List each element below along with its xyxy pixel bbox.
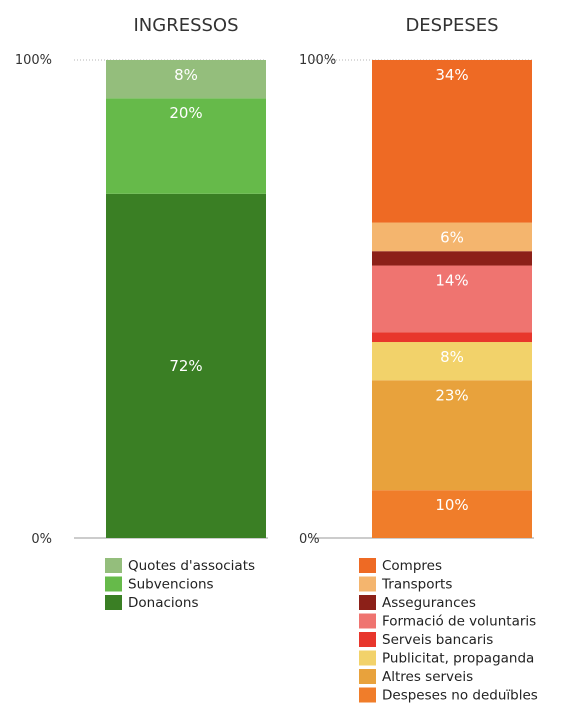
legend-swatch-publicitat-propaganda	[359, 650, 376, 666]
bar-segment-subvencions	[106, 98, 266, 194]
data-label-compres: 34%	[435, 66, 468, 84]
bar-segment-despeses-no-deduibles	[372, 490, 532, 538]
data-label-altres-serveis: 23%	[435, 386, 468, 404]
y-tick-0: 0%	[31, 532, 52, 547]
legend-swatch-quotes-d-associats	[105, 558, 122, 573]
legend-swatch-altres-serveis	[359, 669, 376, 684]
legend-swatch-assegurances	[359, 595, 376, 610]
data-label-formacio-de-voluntaris: 14%	[435, 272, 468, 290]
legend-label-publicitat-propaganda: Publicitat, propaganda	[382, 651, 534, 667]
data-label-transports: 6%	[440, 229, 464, 247]
legend-label-assegurances: Assegurances	[382, 595, 476, 611]
bar-segment-compres	[372, 60, 532, 223]
data-label-quotes-d-associats: 8%	[174, 66, 198, 84]
legend-label-despeses-no-deduibles: Despeses no deduïbles	[382, 688, 538, 704]
legend-swatch-formacio-de-voluntaris	[359, 613, 376, 629]
legend-label-formacio-de-voluntaris: Formació de voluntaris	[382, 614, 536, 630]
legend-label-quotes-d-associats: Quotes d'associats	[128, 558, 255, 574]
legend-label-donacions: Donacions	[128, 595, 199, 611]
data-label-despeses-no-deduibles: 10%	[435, 496, 468, 514]
legend-label-serveis-bancaris: Serveis bancaris	[382, 632, 493, 648]
legend-label-compres: Compres	[382, 558, 442, 574]
legend-label-altres-serveis: Altres serveis	[382, 669, 473, 685]
bar-segment-assegurances	[372, 251, 532, 266]
y-tick-0: 0%	[299, 532, 320, 547]
legend-swatch-compres	[359, 558, 376, 573]
chart-title-ingressos: INGRESSOS	[133, 15, 238, 36]
bar-segment-quotes-d-associats	[106, 60, 266, 99]
legend-swatch-subvencions	[105, 576, 122, 592]
bar-segment-formacio-de-voluntaris	[372, 265, 532, 333]
bar-segment-transports	[372, 222, 532, 252]
bar-segment-donacions	[106, 193, 266, 538]
legend-label-subvencions: Subvencions	[128, 577, 214, 593]
bar-segment-serveis-bancaris	[372, 332, 532, 343]
ingressos-panel: INGRESSOS 100% 0% 72% 20% 8% Quotes d'associa…	[15, 15, 268, 611]
legend-swatch-despeses-no-deduibles	[359, 687, 376, 703]
y-tick-100: 100%	[15, 53, 52, 68]
legend-swatch-serveis-bancaris	[359, 632, 376, 647]
despeses-panel: DESPESES 100% 0% 10% 23% 8% 14% 6% 34% Compres Tr…	[299, 15, 538, 704]
legend-swatch-transports	[359, 576, 376, 592]
data-label-publicitat-propaganda: 8%	[440, 348, 464, 366]
data-label-subvencions: 20%	[169, 104, 202, 122]
data-label-donacions: 72%	[169, 357, 202, 375]
legend-swatch-donacions	[105, 595, 122, 610]
chart-title-despeses: DESPESES	[405, 15, 498, 36]
y-tick-100: 100%	[299, 53, 336, 68]
bar-segment-altres-serveis	[372, 380, 532, 491]
bar-segment-publicitat-propaganda	[372, 342, 532, 381]
legend-label-transports: Transports	[381, 577, 452, 593]
